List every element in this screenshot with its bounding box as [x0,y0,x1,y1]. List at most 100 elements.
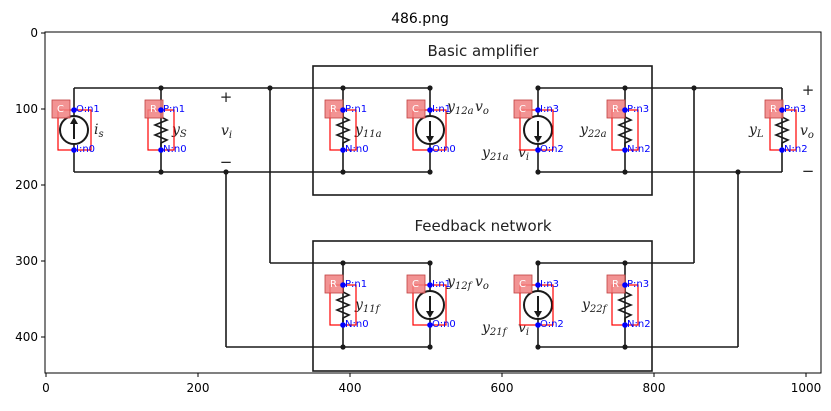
annotation-tag [406,274,426,294]
annotation-tag [513,99,533,119]
pin-dot [535,107,541,113]
label-is: is [94,122,104,140]
vi-plus-sign: + [220,88,233,106]
label-vo-top: vo [475,99,489,117]
resistor-yL-icon [773,113,791,147]
pin-label: I:n0 [76,144,95,155]
label-vi-top: vi [518,145,529,163]
pin-label: N:n2 [627,144,651,155]
annotation-type: C [519,279,526,290]
basic-amplifier-title: Basic amplifier [428,42,540,60]
label-y12a: y12a [446,99,474,117]
annotation-type: R [330,104,337,115]
annotation-type: C [57,104,64,115]
annotation-type: C [412,279,419,290]
resistor-y22f-icon [616,288,634,322]
pin-label: P:n3 [627,279,649,290]
pin-label: O:n1 [76,104,100,115]
component-annotation: R P:n3 N:n2 [606,274,651,330]
circuit: Basic amplifier Feedback network [59,42,815,372]
pin-label: N:n0 [345,144,369,155]
x-tick-label: 200 [187,381,210,395]
pin-dot [340,282,346,288]
figure-title: 486.png [391,11,449,27]
pin-dot [340,322,346,328]
annotation-type: C [412,104,419,115]
pin-label: O:n2 [540,319,564,330]
label-y22f: y22f [581,297,609,315]
annotation-type: R [612,104,619,115]
label-y12f: y12f [446,274,474,292]
label-vi-bottom: vi [518,320,529,338]
pin-dot [427,107,433,113]
pin-label: N:n2 [627,319,651,330]
pin-label: I:n1 [432,104,451,115]
pin-label: P:n1 [345,279,367,290]
component-annotation: C I:n1 O:n0 [406,274,456,330]
pin-label: I:n3 [540,104,559,115]
x-tick-label: 800 [643,381,666,395]
component-annotation: R P:n3 N:n2 [764,99,808,155]
pin-dot [779,147,785,153]
annotation-type: R [150,104,157,115]
pin-dot [622,107,628,113]
pin-dot [427,282,433,288]
component-annotation: R P:n3 N:n2 [606,99,651,155]
y-axis: 0 100 200 300 400 [15,26,45,344]
pin-label: N:n0 [163,144,187,155]
pin-label: O:n2 [540,144,564,155]
annotation-type: R [612,279,619,290]
label-y11f: y11f [354,297,382,315]
pin-dot [622,282,628,288]
pin-label: O:n0 [432,144,456,155]
label-yS: yS [171,122,187,140]
y-tick-label: 400 [15,330,38,344]
y-tick-label: 100 [15,102,38,116]
label-y21a: y21a [481,145,509,163]
pin-dot [340,147,346,153]
pin-dot [535,322,541,328]
label-y11a: y11a [354,122,382,140]
pin-dot [71,107,77,113]
vi-minus-sign: − [220,153,233,171]
pin-dot [622,147,628,153]
label-vi-left: vi [221,123,232,141]
label-y21f: y21f [481,320,509,338]
annotation-type: C [519,104,526,115]
pin-dot [427,322,433,328]
pin-dot [71,147,77,153]
feedback-network-title: Feedback network [414,217,551,235]
y-tick-label: 200 [15,178,38,192]
pin-dot [535,282,541,288]
resistor-y11a-icon [334,113,352,147]
pin-dot [158,147,164,153]
component-annotation: R P:n1 N:n0 [324,274,369,330]
component-annotation: C I:n3 O:n2 [513,99,564,155]
component-annotation: R P:n1 N:n0 [324,99,369,155]
y-tick-label: 0 [30,26,38,40]
x-axis: 0 200 400 600 800 1000 [42,373,821,395]
annotation-tag [406,99,426,119]
feedback-network-box [312,240,653,372]
label-vo-bottom: vo [475,274,489,292]
vo-minus-sign: − [802,162,815,180]
vo-plus-sign: + [802,81,815,99]
annotation-tag [513,274,533,294]
pin-label: P:n1 [345,104,367,115]
component-annotation: C O:n1 I:n0 [51,99,100,155]
annotation-tag [51,99,71,119]
annotation-type: R [770,104,777,115]
pin-label: I:n3 [540,279,559,290]
pin-dot [535,147,541,153]
pin-label: I:n1 [432,279,451,290]
component-annotation: C I:n3 O:n2 [513,274,564,330]
pin-label: N:n2 [784,144,808,155]
component-annotations: C O:n1 I:n0 R P:n1 N:n0 R P:n1 N:n0 C I:n1 O:n0 C I:n… [51,99,808,330]
pin-dot [779,107,785,113]
x-tick-label: 400 [339,381,362,395]
pin-label: P:n3 [627,104,649,115]
resistor-y11f-icon [334,288,352,322]
pin-dot [158,107,164,113]
component-annotation: R P:n1 N:n0 [144,99,187,155]
